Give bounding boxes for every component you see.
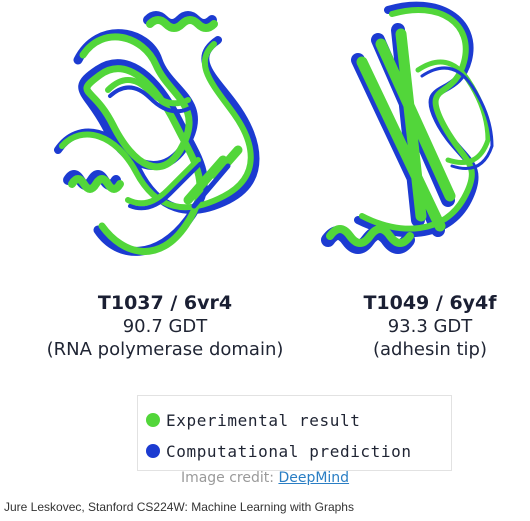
experimental-backbone-2 [59,41,254,211]
experimental-backbone [79,33,204,255]
experimental-helix-2 [68,175,124,193]
structure-description: (adhesin tip) [373,339,487,360]
green-dot-icon [146,413,160,427]
deepmind-link[interactable]: DeepMind [278,470,350,486]
protein-structure-t1037-image [54,11,260,256]
predicted-loop [108,85,202,211]
experimental-sheet [356,28,456,232]
image-credit: Image credit: DeepMind [0,470,530,486]
structure-id: T1037 / 6vr4 [97,292,233,314]
beta-strand-pred [191,163,231,209]
structure-caption-1: T1037 / 6vr4 90.7 GDT (RNA polymerase do… [0,292,330,361]
experimental-helix [146,16,218,32]
gdt-score: 93.3 GDT [387,316,473,337]
protein-structure-t1049-image [321,1,494,254]
legend-label: Computational prediction [166,441,412,461]
legend-item-experimental: Experimental result [146,410,360,430]
structure-caption-2: T1049 / 6y4f 93.3 GDT (adhesin tip) [330,292,530,361]
blue-dot-icon [146,444,160,458]
beta-strand [183,145,243,205]
footer-attribution: Jure Leskovec, Stanford CS224W: Machine … [4,500,354,514]
structure-description: (RNA polymerase domain) [46,339,284,360]
gdt-score: 90.7 GDT [122,316,208,337]
legend: Experimental result Computational predic… [137,395,452,471]
experimental-loop [105,77,201,207]
legend-label: Experimental result [166,410,361,430]
credit-prefix: Image credit: [180,470,279,486]
structure-id: T1049 / 6y4f [363,292,497,314]
legend-item-computational: Computational prediction [146,441,412,461]
experimental-loop [359,7,475,232]
experimental-helix [326,225,414,247]
predicted-loop-2 [420,66,494,170]
